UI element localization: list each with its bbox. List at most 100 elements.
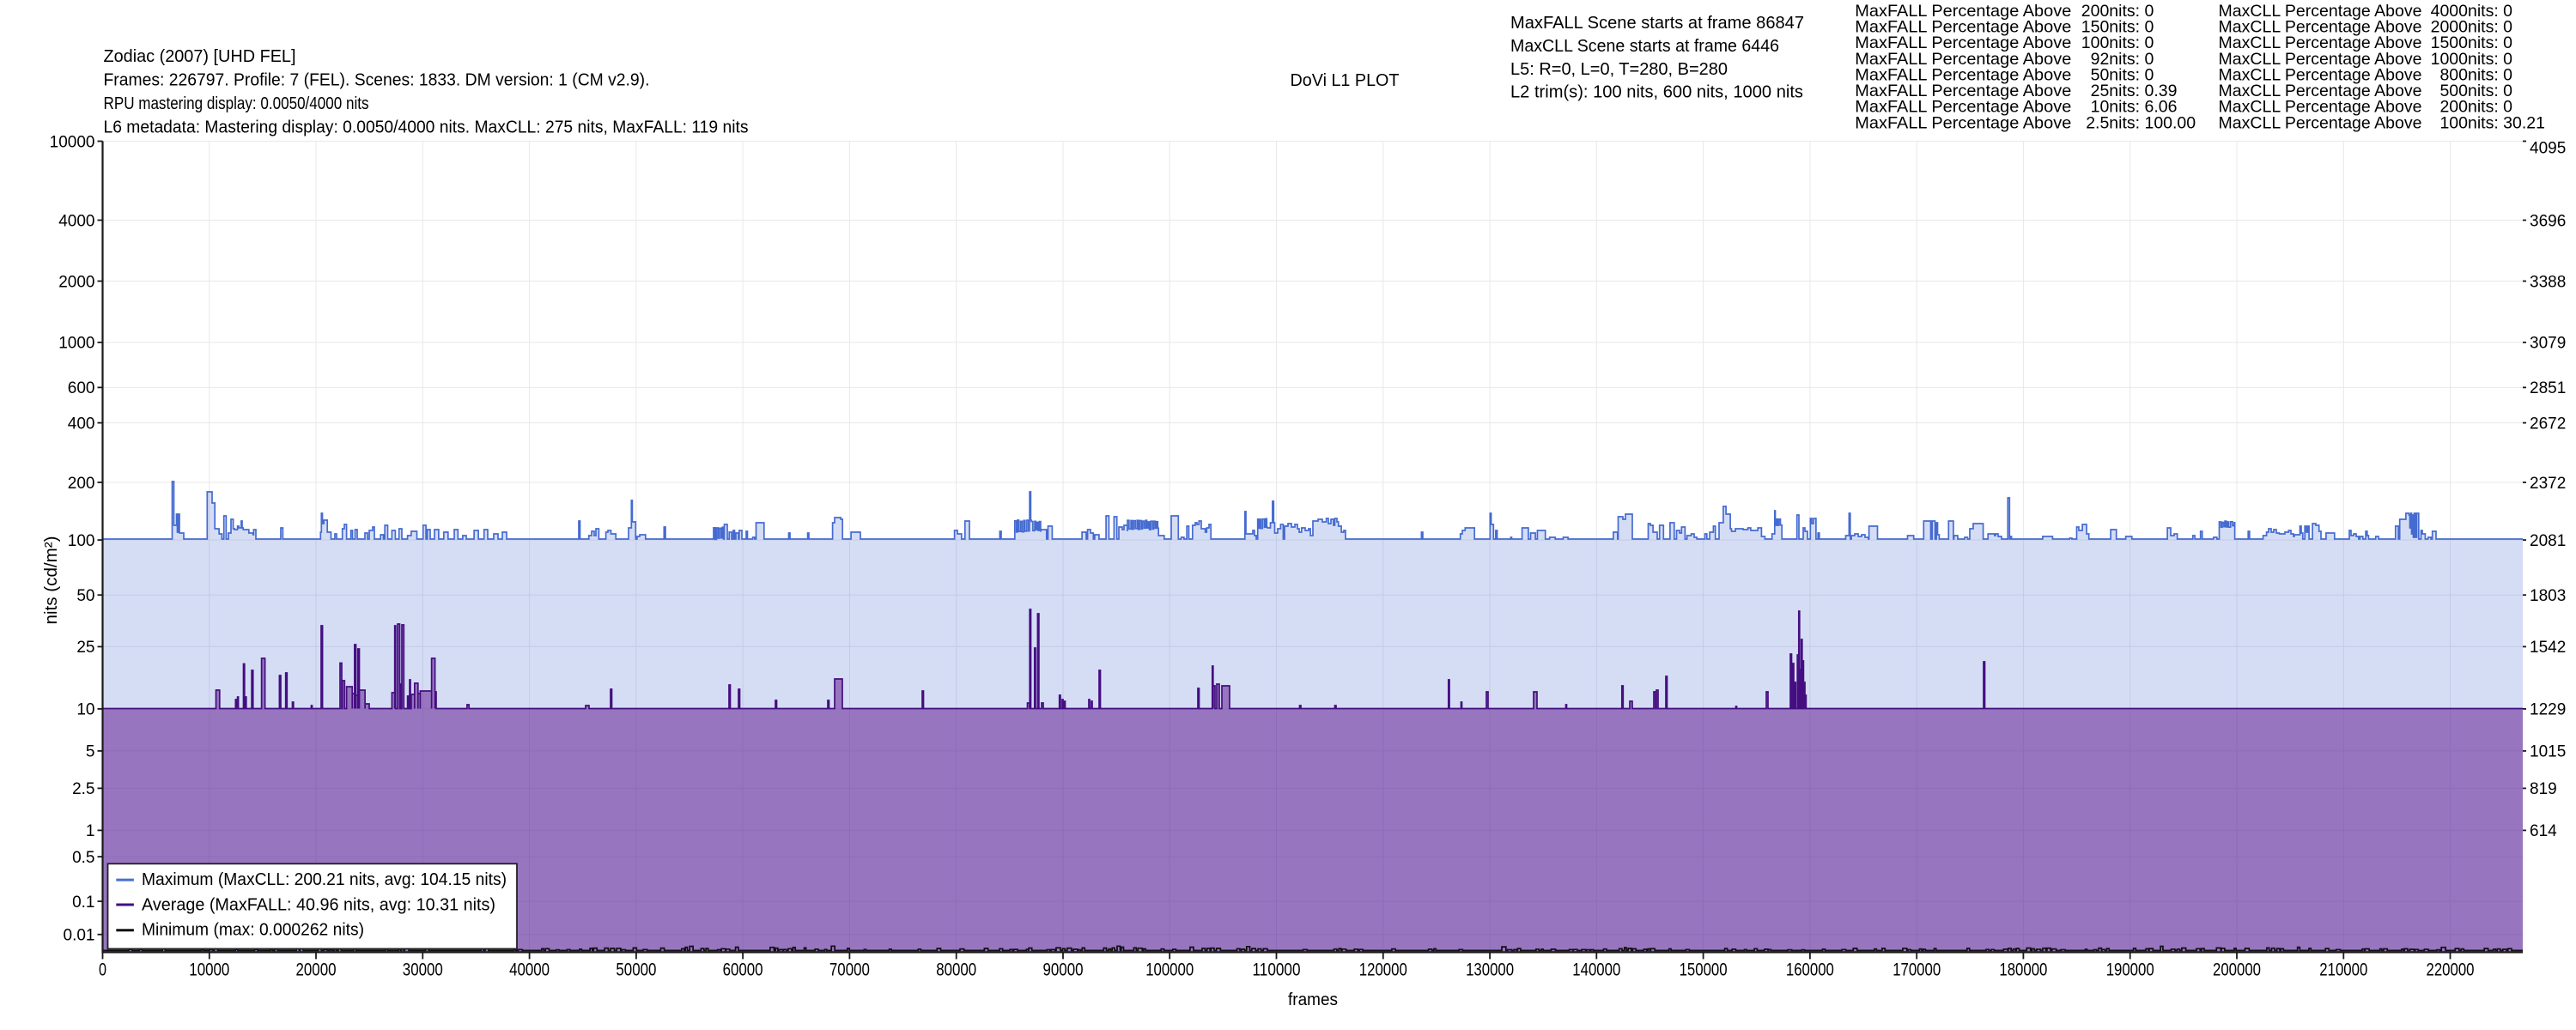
svg-text:1229: 1229: [2530, 701, 2566, 719]
svg-text:L2 trim(s): 100 nits, 600 nits: L2 trim(s): 100 nits, 600 nits, 1000 nit…: [1510, 83, 1803, 102]
svg-text:MaxFALL Percentage Above: MaxFALL Percentage Above: [1855, 82, 2071, 100]
svg-text:Frames: 226797. Profile: 7 (FE: Frames: 226797. Profile: 7 (FEL). Scenes…: [104, 71, 650, 90]
svg-text:600: 600: [68, 379, 95, 397]
svg-text:110000: 110000: [1253, 960, 1301, 980]
svg-text:MaxCLL Percentage Above: MaxCLL Percentage Above: [2219, 33, 2422, 52]
svg-text:MaxFALL Percentage Above: MaxFALL Percentage Above: [1855, 50, 2071, 69]
svg-text:2.5: 2.5: [72, 780, 94, 798]
svg-text:25: 25: [76, 639, 94, 657]
svg-text:1000: 1000: [2431, 50, 2469, 69]
svg-text:150: 150: [2081, 18, 2110, 37]
svg-text:92: 92: [2091, 50, 2110, 69]
svg-text:5: 5: [86, 743, 95, 761]
svg-text:20000: 20000: [296, 960, 337, 980]
svg-text:70000: 70000: [829, 960, 870, 980]
svg-text:MaxFALL Percentage Above: MaxFALL Percentage Above: [1855, 33, 2071, 52]
svg-text:2000: 2000: [58, 273, 94, 291]
svg-text:0: 0: [99, 960, 106, 980]
svg-text:nits: 0: nits: 0: [2468, 18, 2512, 37]
svg-text:Average (MaxFALL: 40.96 nits,: Average (MaxFALL: 40.96 nits, avg: 10.31…: [142, 895, 495, 914]
svg-text:2081: 2081: [2530, 532, 2566, 550]
svg-text:100: 100: [68, 532, 95, 550]
svg-text:60000: 60000: [723, 960, 763, 980]
svg-text:L5: R=0, L=0, T=280, B=280: L5: R=0, L=0, T=280, B=280: [1510, 60, 1728, 79]
svg-text:200000: 200000: [2213, 960, 2261, 980]
svg-text:25: 25: [2091, 82, 2110, 100]
svg-text:MaxCLL Percentage Above: MaxCLL Percentage Above: [2219, 18, 2422, 37]
svg-text:200: 200: [2081, 2, 2110, 21]
svg-text:130000: 130000: [1466, 960, 1514, 980]
svg-text:170000: 170000: [1893, 960, 1941, 980]
svg-text:120000: 120000: [1359, 960, 1407, 980]
svg-text:nits: 0: nits: 0: [2109, 2, 2154, 21]
svg-text:MaxCLL Percentage Above: MaxCLL Percentage Above: [2219, 66, 2422, 85]
svg-text:160000: 160000: [1786, 960, 1834, 980]
svg-text:819: 819: [2530, 780, 2557, 798]
svg-text:10000: 10000: [50, 133, 95, 151]
svg-text:3388: 3388: [2530, 273, 2566, 291]
svg-text:MaxFALL Scene starts at frame: MaxFALL Scene starts at frame 86847: [1510, 14, 1804, 33]
svg-text:DoVi L1 PLOT: DoVi L1 PLOT: [1291, 71, 1400, 90]
svg-text:100: 100: [2081, 33, 2110, 52]
svg-text:Maximum (MaxCLL: 200.21 nits,: Maximum (MaxCLL: 200.21 nits, avg: 104.1…: [142, 870, 507, 889]
svg-text:200: 200: [68, 475, 95, 493]
svg-text:MaxFALL Percentage Above: MaxFALL Percentage Above: [1855, 98, 2071, 117]
svg-text:MaxFALL Percentage Above: MaxFALL Percentage Above: [1855, 2, 2071, 21]
svg-text:nits: 0: nits: 0: [2468, 33, 2512, 52]
svg-text:nits: 0: nits: 0: [2468, 2, 2512, 21]
svg-text:210000: 210000: [2319, 960, 2367, 980]
svg-text:90000: 90000: [1043, 960, 1084, 980]
svg-text:nits: 30.21: nits: 30.21: [2468, 113, 2545, 132]
svg-text:MaxCLL Percentage Above: MaxCLL Percentage Above: [2219, 2, 2422, 21]
svg-text:50: 50: [2091, 66, 2110, 85]
svg-text:1000: 1000: [58, 335, 94, 353]
svg-text:nits: 0: nits: 0: [2109, 33, 2154, 52]
svg-text:100000: 100000: [1145, 960, 1194, 980]
svg-text:80000: 80000: [936, 960, 976, 980]
svg-text:MaxFALL Percentage Above: MaxFALL Percentage Above: [1855, 18, 2071, 37]
svg-text:400: 400: [68, 415, 95, 433]
svg-text:MaxCLL Scene starts at frame 6: MaxCLL Scene starts at frame 6446: [1510, 37, 1779, 56]
svg-text:100: 100: [2439, 113, 2468, 132]
svg-text:Zodiac (2007) [UHD FEL]: Zodiac (2007) [UHD FEL]: [104, 47, 296, 66]
svg-text:50: 50: [76, 587, 94, 605]
svg-text:frames: frames: [1288, 991, 1338, 1009]
svg-text:1015: 1015: [2530, 743, 2566, 761]
svg-text:0.5: 0.5: [72, 849, 94, 867]
svg-text:nits: 0: nits: 0: [2109, 50, 2154, 69]
svg-text:nits: 0.39: nits: 0.39: [2109, 82, 2177, 100]
svg-text:2.5: 2.5: [2086, 113, 2109, 132]
svg-text:614: 614: [2530, 822, 2557, 840]
svg-text:180000: 180000: [1999, 960, 2047, 980]
svg-text:nits: 0: nits: 0: [2468, 98, 2512, 117]
svg-text:nits: 0: nits: 0: [2468, 82, 2512, 100]
svg-text:nits: 0: nits: 0: [2468, 50, 2512, 69]
svg-text:L6 metadata: Mastering display: L6 metadata: Mastering display: 0.0050/4…: [104, 118, 749, 137]
svg-text:40000: 40000: [509, 960, 550, 980]
svg-text:500: 500: [2439, 82, 2468, 100]
svg-text:0.1: 0.1: [72, 894, 94, 912]
svg-text:1542: 1542: [2530, 639, 2566, 657]
svg-text:2851: 2851: [2530, 379, 2566, 397]
svg-text:0.01: 0.01: [64, 927, 95, 945]
svg-text:MaxFALL Percentage Above: MaxFALL Percentage Above: [1855, 113, 2071, 132]
svg-text:1: 1: [86, 822, 95, 840]
svg-text:10: 10: [2091, 98, 2110, 117]
svg-text:4000: 4000: [2431, 2, 2469, 21]
svg-text:RPU mastering display: 0.0050/: RPU mastering display: 0.0050/4000 nits: [104, 94, 369, 113]
svg-text:30000: 30000: [403, 960, 443, 980]
svg-text:4095: 4095: [2530, 139, 2566, 157]
svg-text:nits: 0: nits: 0: [2468, 66, 2512, 85]
svg-text:nits: 6.06: nits: 6.06: [2109, 98, 2177, 117]
svg-text:2372: 2372: [2530, 475, 2566, 493]
svg-text:1803: 1803: [2530, 587, 2566, 605]
svg-text:2672: 2672: [2530, 415, 2566, 433]
svg-text:10000: 10000: [189, 960, 229, 980]
svg-text:800: 800: [2439, 66, 2468, 85]
svg-text:140000: 140000: [1572, 960, 1620, 980]
svg-text:3696: 3696: [2530, 212, 2566, 230]
svg-text:MaxFALL Percentage Above: MaxFALL Percentage Above: [1855, 66, 2071, 85]
svg-text:nits: 0: nits: 0: [2109, 18, 2154, 37]
svg-text:MaxCLL Percentage Above: MaxCLL Percentage Above: [2219, 98, 2422, 117]
svg-text:10: 10: [76, 701, 94, 719]
